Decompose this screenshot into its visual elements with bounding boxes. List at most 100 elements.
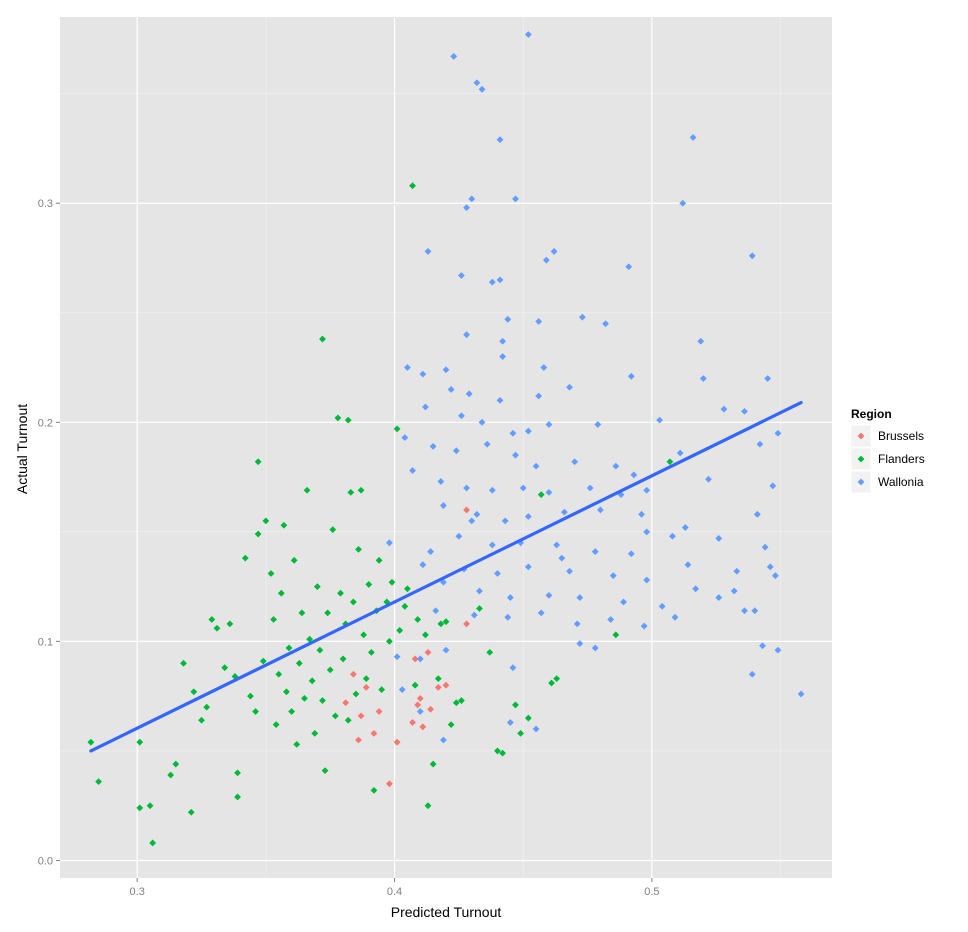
point-flanders-89 (447, 721, 455, 729)
point-flanders-5 (149, 839, 157, 847)
point-wallonia-69 (769, 482, 777, 490)
point-wallonia-116 (640, 622, 648, 630)
point-wallonia-53 (532, 462, 540, 470)
point-flanders-36 (290, 556, 298, 564)
legend-marker-flanders (857, 455, 865, 463)
point-flanders-79 (404, 585, 411, 593)
point-wallonia-136 (558, 554, 566, 562)
point-flanders-86 (434, 675, 442, 683)
point-wallonia-67 (643, 486, 651, 494)
legend-marker-brussels (857, 432, 865, 440)
point-wallonia-126 (759, 642, 766, 650)
panel-background (60, 17, 832, 878)
point-wallonia-34 (496, 396, 504, 404)
point-flanders-87 (437, 620, 445, 628)
point-wallonia-102 (506, 594, 514, 601)
point-wallonia-110 (432, 607, 440, 615)
point-brussels-19 (342, 699, 350, 707)
point-wallonia-64 (519, 484, 527, 492)
point-wallonia-79 (385, 539, 393, 547)
point-wallonia-56 (630, 471, 638, 479)
point-wallonia-115 (607, 616, 615, 623)
point-flanders-50 (324, 609, 332, 617)
point-brussels-14 (434, 683, 442, 691)
point-wallonia-118 (715, 594, 723, 601)
point-wallonia-66 (586, 484, 594, 492)
point-flanders-96 (512, 701, 519, 709)
point-flanders-82 (414, 616, 422, 623)
point-flanders-0 (87, 738, 95, 746)
point-flanders-23 (254, 530, 262, 538)
point-wallonia-78 (753, 510, 761, 518)
point-flanders-40 (301, 694, 308, 702)
point-wallonia-131 (532, 725, 540, 733)
point-flanders-42 (306, 635, 314, 643)
point-flanders-8 (180, 659, 187, 667)
point-flanders-17 (231, 673, 239, 680)
point-wallonia-104 (576, 594, 584, 601)
point-flanders-65 (360, 631, 368, 639)
point-wallonia-30 (764, 375, 772, 382)
point-wallonia-86 (627, 550, 635, 558)
point-wallonia-36 (566, 383, 573, 391)
point-flanders-63 (355, 545, 362, 553)
x-tick-label: 0.5 (644, 886, 659, 898)
point-flanders-62 (352, 690, 360, 698)
y-tick-label: 0.3 (38, 198, 53, 210)
point-wallonia-133 (416, 708, 424, 715)
point-wallonia-35 (535, 392, 543, 400)
point-wallonia-31 (419, 370, 427, 378)
point-wallonia-33 (465, 390, 473, 398)
point-flanders-51 (326, 666, 334, 674)
point-wallonia-134 (398, 686, 406, 693)
point-wallonia-107 (692, 585, 700, 593)
point-flanders-21 (247, 692, 254, 700)
point-brussels-9 (424, 648, 432, 656)
y-axis-title: Actual Turnout (14, 404, 30, 494)
point-flanders-91 (458, 697, 465, 704)
point-wallonia-52 (512, 451, 519, 459)
point-wallonia-44 (594, 421, 602, 428)
point-brussels-6 (393, 738, 401, 746)
point-brussels-12 (409, 719, 416, 726)
point-flanders-29 (272, 721, 280, 729)
point-wallonia-132 (506, 719, 514, 726)
point-flanders-38 (295, 659, 303, 667)
point-flanders-56 (339, 655, 347, 663)
point-wallonia-17 (496, 276, 504, 284)
point-flanders-76 (393, 425, 401, 433)
point-flanders-11 (198, 716, 205, 724)
point-wallonia-70 (440, 502, 447, 509)
point-brussels-18 (414, 701, 422, 709)
point-brussels-11 (427, 705, 434, 713)
point-flanders-28 (270, 616, 277, 623)
point-wallonia-90 (419, 561, 427, 569)
point-brussels-15 (442, 681, 450, 689)
point-wallonia-11 (542, 256, 550, 264)
point-wallonia-101 (476, 587, 483, 595)
point-wallonia-28 (540, 364, 548, 371)
trend-line (89, 400, 803, 753)
point-wallonia-7 (468, 195, 476, 203)
point-wallonia-112 (504, 613, 512, 621)
point-wallonia-1 (450, 53, 458, 60)
point-wallonia-95 (609, 572, 617, 580)
point-wallonia-92 (494, 570, 501, 577)
point-wallonia-13 (748, 252, 756, 260)
y-tick-label: 0.2 (38, 417, 53, 429)
point-flanders-20 (241, 554, 249, 562)
x-axis-ticks: 0.3 0.4 0.5 (130, 878, 660, 898)
point-wallonia-9 (463, 204, 470, 212)
point-flanders-67 (365, 581, 373, 588)
point-flanders-35 (288, 708, 295, 715)
point-brussels-5 (355, 736, 362, 744)
legend-title: Region (851, 407, 892, 421)
point-wallonia-114 (573, 620, 581, 628)
point-flanders-99 (537, 491, 545, 499)
point-wallonia-60 (409, 467, 416, 474)
point-flanders-46 (316, 646, 324, 654)
point-flanders-22 (252, 708, 259, 715)
x-tick-label: 0.4 (387, 886, 402, 898)
point-wallonia-12 (550, 248, 558, 255)
point-brussels-2 (375, 708, 383, 715)
